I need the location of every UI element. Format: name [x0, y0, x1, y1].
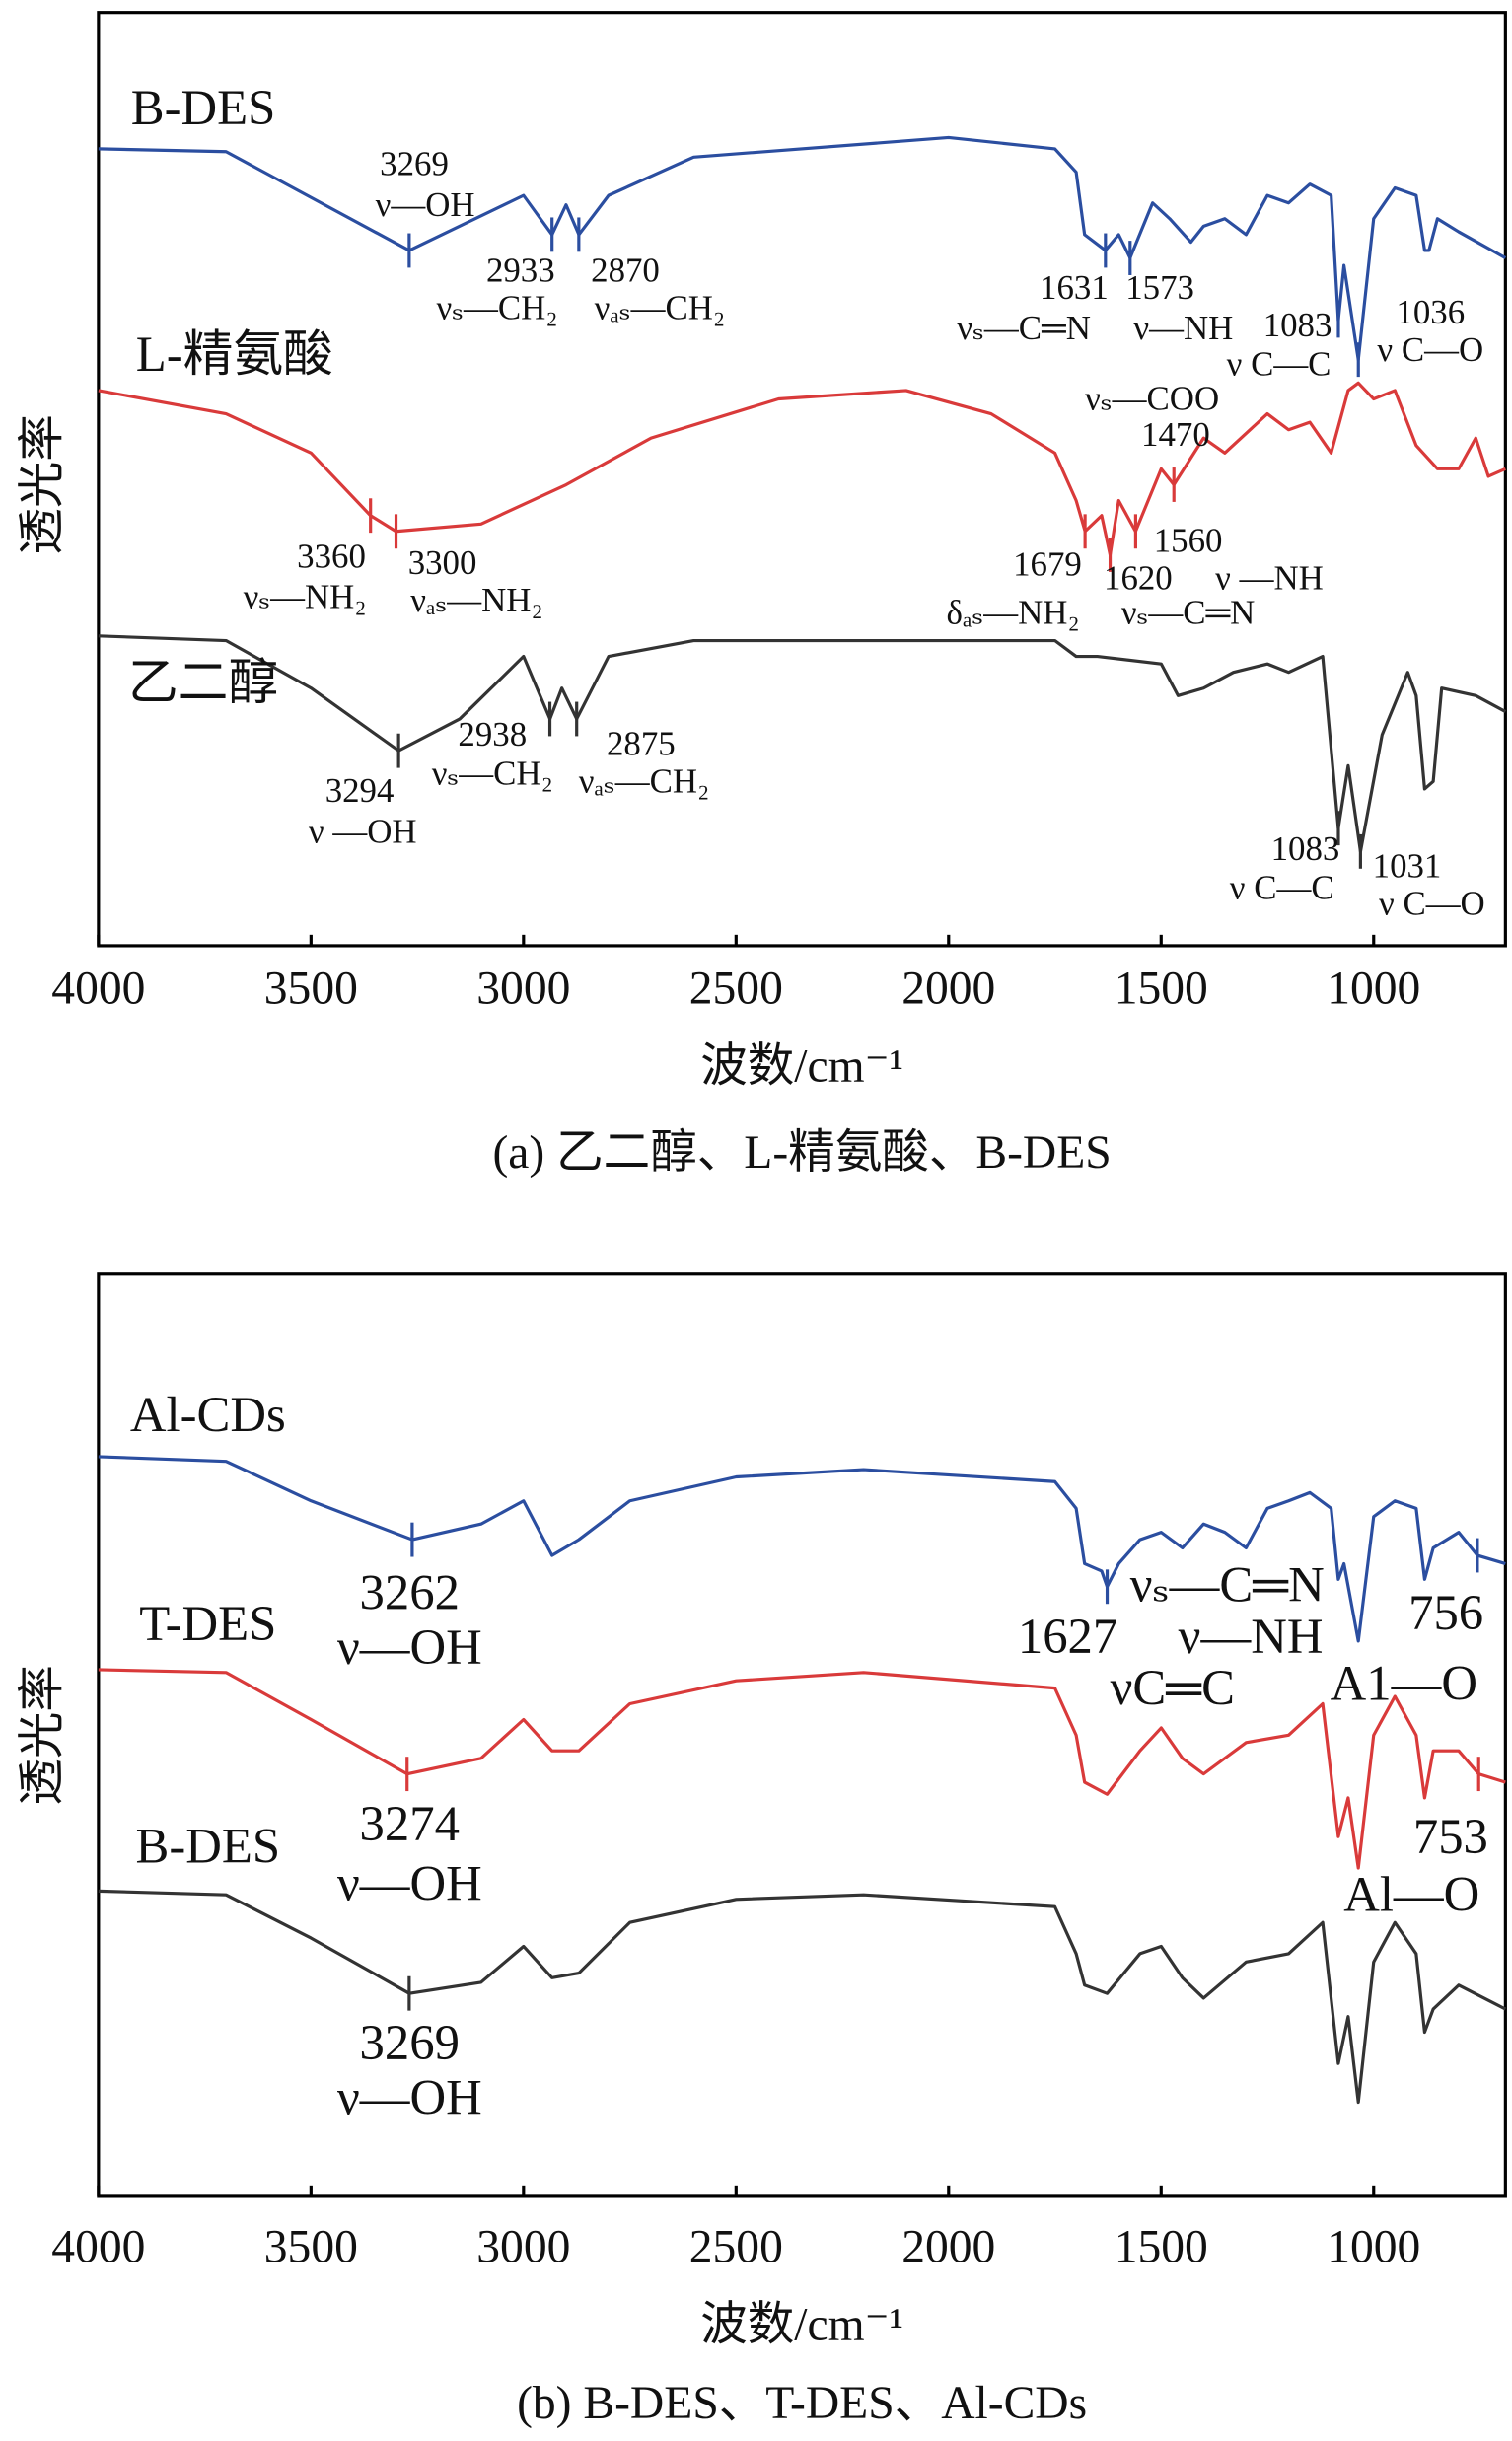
peak-annotation: 1083 [1271, 829, 1340, 868]
spectrum-line [98, 634, 1507, 853]
peak-annotation: νC═C [1110, 1660, 1235, 1715]
x-tick-label: 3500 [264, 2221, 358, 2272]
peak-annotation: 756 [1408, 1585, 1483, 1640]
spectrum-line [98, 1668, 1506, 1870]
peak-annotation: 1036 [1396, 293, 1465, 331]
peak-annotation: νₛ—C═N [1130, 1557, 1325, 1613]
peak-annotation: νₛ—C═N [957, 309, 1091, 347]
peak-annotation: ν C—C [1227, 344, 1332, 383]
peak-annotation: 2933 [486, 251, 555, 289]
peak-annotation: 2870 [591, 251, 660, 289]
peak-annotation: 1573 [1125, 268, 1194, 307]
figure-body: 4000 3500 3000 2500 2000 1500 1000 波数/cm⁻¹ (a) 乙… [17, 11, 1507, 2429]
series-label: T-DES [139, 1596, 276, 1651]
peak-annotation: ν C—O [1377, 330, 1483, 369]
peak-annotation: 753 [1413, 1809, 1488, 1864]
x-axis-label: 波数/cm⁻¹ [700, 2300, 903, 2351]
x-tick-label: 2500 [689, 2221, 783, 2272]
spectrum-line [98, 1455, 1506, 1643]
peak-annotation: 3269 [360, 2015, 460, 2070]
peak-annotation: νₛ—CH₂ [432, 754, 553, 793]
series-label: 乙二醇 [128, 655, 278, 710]
series-label: B-DES [131, 80, 276, 135]
x-tick-label: 1000 [1327, 963, 1420, 1014]
peak-annotation: ν —NH [1215, 559, 1324, 598]
x-tick-label: 2000 [901, 963, 995, 1014]
peak-annotation: νₛ—C═N [1121, 593, 1256, 631]
peak-annotation: 2875 [607, 725, 676, 763]
peak-annotation: 1631 [1040, 268, 1109, 307]
peak-annotation: ν—NH [1179, 1609, 1324, 1664]
chart-caption: (b) B-DES、T-DES、Al-CDs [517, 2378, 1087, 2429]
plot-frame [97, 1272, 1507, 2198]
y-axis-label: 透光率 [17, 414, 68, 555]
peak-annotation: νₛ—CH₂ [437, 288, 558, 326]
x-tick-label: 4000 [51, 963, 145, 1014]
peak-annotation: 3274 [360, 1796, 460, 1851]
x-tick-label: 2500 [689, 963, 783, 1014]
x-tick-label: 3500 [264, 963, 358, 1014]
peak-annotation: ν—OH [337, 1619, 482, 1675]
x-tick-label: 3000 [476, 2221, 570, 2272]
peak-annotation: 3262 [360, 1565, 460, 1620]
x-tick-label: 4000 [51, 2221, 145, 2272]
peak-annotation: νₛ—NH₂ [244, 578, 367, 616]
peak-annotation: ν—OH [376, 185, 475, 224]
peak-annotation: 1031 [1373, 846, 1442, 885]
peak-annotation: 1679 [1013, 544, 1082, 583]
peak-annotation: Al—O [1343, 1866, 1479, 1921]
peak-annotation: ν —OH [309, 812, 417, 850]
peak-annotation: 1627 [1018, 1609, 1117, 1664]
peak-annotation: 3269 [380, 145, 449, 183]
peak-annotation: νₐₛ—CH₂ [579, 762, 709, 801]
peak-annotation: ν C—C [1230, 868, 1334, 906]
peak-annotation: 1560 [1154, 522, 1223, 560]
peak-annotation: 3300 [408, 543, 477, 582]
peak-annotation: 1083 [1263, 306, 1332, 344]
peak-annotation: 3360 [297, 537, 366, 575]
peak-annotation: ν—OH [337, 1855, 482, 1910]
x-tick-label: 1000 [1327, 2221, 1420, 2272]
series-label: B-DES [136, 1818, 281, 1873]
x-tick-label: 2000 [901, 2221, 995, 2272]
x-tick-label: 3000 [476, 963, 570, 1014]
peak-annotation: ν—OH [337, 2069, 482, 2124]
chart-caption: (a) 乙二醇、L-精氨酸、B-DES [492, 1127, 1111, 1179]
peak-annotation: νₛ—COO [1085, 379, 1219, 417]
x-tick-label: 1500 [1115, 2221, 1208, 2272]
spectrum-line [98, 381, 1506, 557]
peak-annotation: νₐₛ—NH₂ [410, 581, 542, 619]
peak-annotation: νₐₛ—CH₂ [595, 288, 725, 326]
peak-annotation: A1—O [1331, 1655, 1477, 1710]
peak-annotation: 1620 [1104, 559, 1173, 598]
spectrum-line [98, 1889, 1507, 2105]
series-label: Al-CDs [130, 1387, 286, 1442]
x-tick-label: 1500 [1115, 963, 1208, 1014]
series-label: L-精氨酸 [136, 326, 333, 382]
peak-annotation: 2938 [458, 715, 527, 754]
plot-frame [97, 11, 1507, 948]
peak-annotation: δₐₛ—NH₂ [947, 593, 1080, 631]
y-axis-label: 透光率 [17, 1665, 68, 1806]
peak-annotation: 3294 [325, 771, 395, 810]
peak-annotation: 1470 [1141, 415, 1210, 454]
x-axis-label: 波数/cm⁻¹ [700, 1041, 903, 1093]
peak-annotation: ν C—O [1379, 884, 1485, 922]
peak-annotation: ν—NH [1133, 309, 1233, 347]
